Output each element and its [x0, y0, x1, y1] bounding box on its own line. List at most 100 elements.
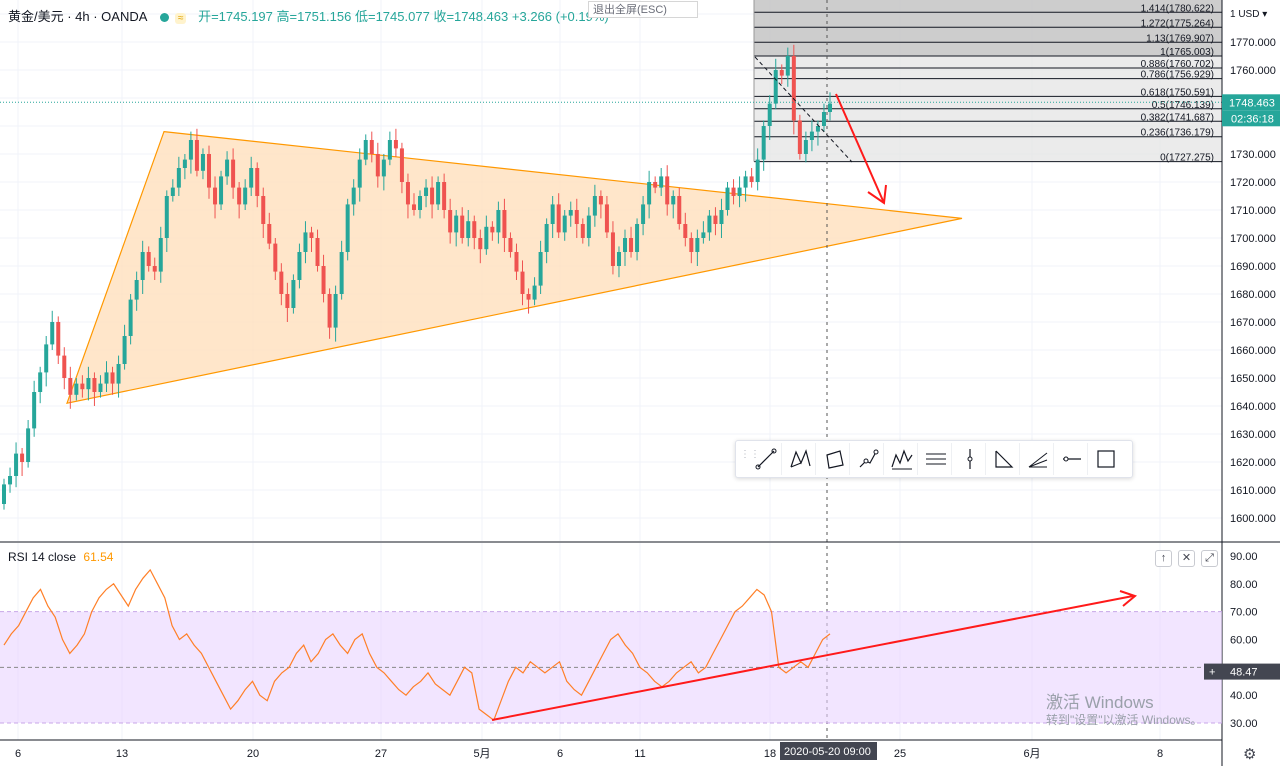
price-tick-label: 1760.000 [1230, 65, 1276, 77]
candle-body [351, 187, 356, 205]
candle-body [405, 182, 410, 205]
rsi-trend-arrow[interactable] [491, 595, 1134, 721]
high-value: 高=1751.156 [276, 9, 352, 24]
close-pane-button[interactable]: ✕ [1178, 550, 1195, 567]
candle-body [50, 322, 55, 345]
maximize-pane-button[interactable]: ⤢ [1201, 550, 1218, 567]
candle-body [369, 140, 374, 154]
rsi-cursor-badge [1204, 663, 1280, 680]
move-pane-up-button[interactable]: ↑ [1155, 550, 1172, 567]
fib-level-label: 1.272(1775.264) [1141, 18, 1214, 29]
dashed-trend-line[interactable] [754, 56, 853, 163]
fib-level-label: 0.382(1741.687) [1141, 112, 1214, 123]
candle-body [779, 70, 784, 76]
candle-body [749, 176, 754, 182]
candle-body [683, 224, 688, 238]
candle-body [556, 204, 561, 233]
trend-line-tool-button[interactable] [750, 443, 782, 475]
candle-body [387, 140, 392, 160]
elliott-wave-tool-button[interactable] [886, 443, 918, 475]
rectangle-rotated-tool-button[interactable] [818, 443, 850, 475]
fib-fan-tool-button[interactable] [1022, 443, 1054, 475]
candle-body [436, 182, 441, 205]
xabcd-pattern-tool-button[interactable] [784, 443, 816, 475]
fib-level-label: 1.13(1769.907) [1146, 33, 1214, 44]
candle-body [164, 196, 169, 238]
candle-body [502, 210, 507, 238]
candle-body [430, 187, 435, 205]
candle-body [574, 210, 579, 224]
candle-body [128, 299, 133, 336]
candle-body [460, 215, 465, 238]
candle-body [74, 383, 79, 395]
candle-body [381, 159, 386, 177]
candle-body [291, 280, 296, 308]
candle-body [194, 140, 199, 171]
candle-body [695, 238, 700, 252]
rsi-tick-label: 70.00 [1230, 607, 1258, 619]
candle-body [56, 322, 61, 356]
candle-body [243, 187, 248, 205]
price-tick-label: 1600.000 [1230, 513, 1276, 525]
candle-body [345, 204, 350, 252]
candle-body [92, 378, 97, 392]
last-price-badge[interactable] [1222, 94, 1280, 111]
candle-body [122, 336, 127, 364]
candle-body [598, 196, 603, 205]
horizontal-lines-icon [926, 453, 946, 465]
triangle-icon [995, 450, 1014, 468]
candle-body [363, 140, 368, 160]
candle-body [333, 294, 338, 328]
candle-body [32, 392, 37, 429]
forecast-arrow[interactable] [835, 93, 885, 204]
horizontal-ray-tool-button[interactable] [1056, 443, 1088, 475]
candle-body [743, 176, 748, 188]
forecast-arrowhead [867, 184, 887, 205]
candle-body [315, 238, 320, 266]
candle-body [357, 159, 362, 188]
elliott-wave-icon [891, 449, 913, 470]
time-tick-label: 25 [894, 748, 906, 760]
chart-header: 黄金/美元 · 4h · OANDA ≈ 开=1745.197 高=1751.1… [8, 6, 609, 25]
horizontal-ray-icon [1063, 456, 1081, 462]
candle-body [677, 196, 682, 224]
candle-body [213, 187, 218, 205]
candle-body [653, 182, 658, 188]
candle-body [550, 204, 555, 224]
candle-body [761, 126, 766, 160]
candle-body [237, 187, 242, 205]
triangle-pattern-tool-button[interactable] [988, 443, 1020, 475]
price-tick-label: 1650.000 [1230, 373, 1276, 385]
candle-body [68, 378, 73, 395]
vertical-line-tool-button[interactable] [954, 443, 986, 475]
candle-body [8, 476, 13, 485]
candle-body [623, 238, 628, 252]
rsi-line[interactable] [3, 568, 831, 722]
candle-body [273, 243, 278, 272]
time-tick-label: 13 [116, 748, 128, 760]
symbol-label[interactable]: 黄金/美元 · 4h · OANDA [8, 9, 147, 24]
candle-body [188, 140, 193, 160]
candle-body [815, 126, 820, 132]
exit-fullscreen-button[interactable]: 退出全屏(ESC) [588, 1, 698, 18]
toolbar-grip-icon[interactable]: ⋮⋮ [740, 449, 760, 460]
parallel-channel-tool-button[interactable] [920, 443, 952, 475]
candle-body [641, 204, 646, 224]
time-cursor-badge [780, 742, 877, 760]
fib-level-label: 0(1727.275) [1160, 153, 1214, 164]
price-tick-label: 1670.000 [1230, 317, 1276, 329]
rectangle-tool-button[interactable] [1090, 443, 1122, 475]
rsi-title[interactable]: RSI 14 close [8, 550, 77, 564]
time-tick-label: 18 [764, 748, 776, 760]
candle-body [219, 176, 224, 205]
settings-gear-icon[interactable]: ⚙ [1243, 746, 1257, 763]
trend-line-icon [755, 448, 777, 470]
candle-body [98, 383, 103, 392]
path-tool-button[interactable] [852, 443, 884, 475]
candle-body [110, 372, 115, 384]
time-tick-label: 20 [247, 748, 259, 760]
low-value: 低=1745.077 [354, 9, 430, 24]
candle-body [803, 140, 808, 154]
price-tick-label: 1700.000 [1230, 233, 1276, 245]
